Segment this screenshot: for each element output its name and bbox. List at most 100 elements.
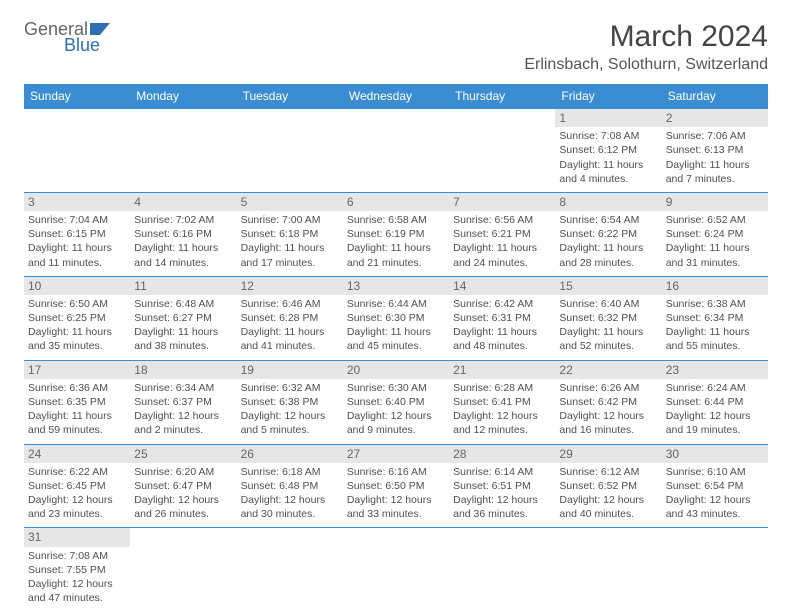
day-number: 12 bbox=[237, 277, 343, 295]
cell-day2: and 28 minutes. bbox=[559, 256, 657, 270]
cell-sunrise: Sunrise: 6:56 AM bbox=[453, 213, 551, 227]
cell-day1: Daylight: 11 hours bbox=[666, 325, 764, 339]
cell-sunrise: Sunrise: 6:10 AM bbox=[666, 465, 764, 479]
calendar-cell: 19Sunrise: 6:32 AMSunset: 6:38 PMDayligh… bbox=[237, 360, 343, 444]
calendar-cell: 21Sunrise: 6:28 AMSunset: 6:41 PMDayligh… bbox=[449, 360, 555, 444]
calendar-cell bbox=[343, 528, 449, 611]
cell-sunset: Sunset: 6:40 PM bbox=[347, 395, 445, 409]
cell-sunrise: Sunrise: 6:14 AM bbox=[453, 465, 551, 479]
cell-sunrise: Sunrise: 6:32 AM bbox=[241, 381, 339, 395]
calendar-cell: 11Sunrise: 6:48 AMSunset: 6:27 PMDayligh… bbox=[130, 276, 236, 360]
cell-sunrise: Sunrise: 6:58 AM bbox=[347, 213, 445, 227]
cell-sunrise: Sunrise: 6:52 AM bbox=[666, 213, 764, 227]
cell-sunset: Sunset: 7:55 PM bbox=[28, 563, 126, 577]
calendar-week-row: 31Sunrise: 7:08 AMSunset: 7:55 PMDayligh… bbox=[24, 528, 768, 611]
calendar-cell bbox=[449, 109, 555, 193]
day-number: 23 bbox=[662, 361, 768, 379]
cell-day1: Daylight: 12 hours bbox=[453, 409, 551, 423]
day-number: 15 bbox=[555, 277, 661, 295]
cell-sunrise: Sunrise: 6:24 AM bbox=[666, 381, 764, 395]
cell-day1: Daylight: 11 hours bbox=[28, 325, 126, 339]
calendar-cell: 13Sunrise: 6:44 AMSunset: 6:30 PMDayligh… bbox=[343, 276, 449, 360]
calendar-cell bbox=[237, 528, 343, 611]
cell-sunset: Sunset: 6:19 PM bbox=[347, 227, 445, 241]
cell-day2: and 14 minutes. bbox=[134, 256, 232, 270]
cell-sunset: Sunset: 6:35 PM bbox=[28, 395, 126, 409]
cell-sunrise: Sunrise: 6:16 AM bbox=[347, 465, 445, 479]
cell-day1: Daylight: 11 hours bbox=[347, 241, 445, 255]
cell-day1: Daylight: 11 hours bbox=[666, 158, 764, 172]
cell-day1: Daylight: 11 hours bbox=[453, 325, 551, 339]
cell-day1: Daylight: 11 hours bbox=[559, 158, 657, 172]
calendar-week-row: 10Sunrise: 6:50 AMSunset: 6:25 PMDayligh… bbox=[24, 276, 768, 360]
cell-day2: and 48 minutes. bbox=[453, 339, 551, 353]
cell-sunrise: Sunrise: 6:12 AM bbox=[559, 465, 657, 479]
calendar-week-row: 24Sunrise: 6:22 AMSunset: 6:45 PMDayligh… bbox=[24, 444, 768, 528]
weekday-header: Wednesday bbox=[343, 84, 449, 109]
cell-sunrise: Sunrise: 6:28 AM bbox=[453, 381, 551, 395]
cell-sunset: Sunset: 6:34 PM bbox=[666, 311, 764, 325]
location-subtitle: Erlinsbach, Solothurn, Switzerland bbox=[524, 56, 768, 74]
calendar-cell bbox=[24, 109, 130, 193]
cell-day1: Daylight: 11 hours bbox=[241, 325, 339, 339]
cell-day1: Daylight: 11 hours bbox=[453, 241, 551, 255]
day-number: 24 bbox=[24, 445, 130, 463]
cell-sunset: Sunset: 6:13 PM bbox=[666, 143, 764, 157]
day-number: 10 bbox=[24, 277, 130, 295]
cell-sunrise: Sunrise: 6:44 AM bbox=[347, 297, 445, 311]
day-number: 3 bbox=[24, 193, 130, 211]
cell-day2: and 38 minutes. bbox=[134, 339, 232, 353]
cell-sunset: Sunset: 6:18 PM bbox=[241, 227, 339, 241]
cell-sunset: Sunset: 6:28 PM bbox=[241, 311, 339, 325]
cell-sunrise: Sunrise: 7:00 AM bbox=[241, 213, 339, 227]
day-number: 16 bbox=[662, 277, 768, 295]
cell-sunrise: Sunrise: 6:38 AM bbox=[666, 297, 764, 311]
cell-day2: and 16 minutes. bbox=[559, 423, 657, 437]
cell-sunset: Sunset: 6:54 PM bbox=[666, 479, 764, 493]
day-number: 18 bbox=[130, 361, 236, 379]
cell-sunrise: Sunrise: 7:08 AM bbox=[28, 549, 126, 563]
cell-day2: and 21 minutes. bbox=[347, 256, 445, 270]
day-number: 6 bbox=[343, 193, 449, 211]
cell-day2: and 33 minutes. bbox=[347, 507, 445, 521]
cell-sunset: Sunset: 6:12 PM bbox=[559, 143, 657, 157]
day-number: 1 bbox=[555, 109, 661, 127]
calendar-cell bbox=[130, 528, 236, 611]
cell-day2: and 43 minutes. bbox=[666, 507, 764, 521]
cell-day2: and 17 minutes. bbox=[241, 256, 339, 270]
cell-sunrise: Sunrise: 6:50 AM bbox=[28, 297, 126, 311]
cell-day1: Daylight: 11 hours bbox=[28, 241, 126, 255]
cell-sunrise: Sunrise: 7:06 AM bbox=[666, 129, 764, 143]
weekday-header: Friday bbox=[555, 84, 661, 109]
day-number: 29 bbox=[555, 445, 661, 463]
cell-day1: Daylight: 12 hours bbox=[347, 493, 445, 507]
calendar-cell: 1Sunrise: 7:08 AMSunset: 6:12 PMDaylight… bbox=[555, 109, 661, 193]
cell-sunset: Sunset: 6:50 PM bbox=[347, 479, 445, 493]
cell-day2: and 23 minutes. bbox=[28, 507, 126, 521]
cell-sunrise: Sunrise: 6:36 AM bbox=[28, 381, 126, 395]
calendar-week-row: 3Sunrise: 7:04 AMSunset: 6:15 PMDaylight… bbox=[24, 192, 768, 276]
cell-sunset: Sunset: 6:44 PM bbox=[666, 395, 764, 409]
day-number: 9 bbox=[662, 193, 768, 211]
calendar-cell: 8Sunrise: 6:54 AMSunset: 6:22 PMDaylight… bbox=[555, 192, 661, 276]
cell-sunrise: Sunrise: 7:04 AM bbox=[28, 213, 126, 227]
day-number: 14 bbox=[449, 277, 555, 295]
calendar-cell: 14Sunrise: 6:42 AMSunset: 6:31 PMDayligh… bbox=[449, 276, 555, 360]
calendar-cell bbox=[449, 528, 555, 611]
cell-day1: Daylight: 11 hours bbox=[134, 325, 232, 339]
day-number: 11 bbox=[130, 277, 236, 295]
calendar-cell: 31Sunrise: 7:08 AMSunset: 7:55 PMDayligh… bbox=[24, 528, 130, 611]
cell-day1: Daylight: 12 hours bbox=[666, 409, 764, 423]
calendar-cell: 25Sunrise: 6:20 AMSunset: 6:47 PMDayligh… bbox=[130, 444, 236, 528]
cell-sunset: Sunset: 6:51 PM bbox=[453, 479, 551, 493]
cell-sunset: Sunset: 6:31 PM bbox=[453, 311, 551, 325]
cell-sunrise: Sunrise: 7:02 AM bbox=[134, 213, 232, 227]
cell-sunset: Sunset: 6:16 PM bbox=[134, 227, 232, 241]
cell-sunset: Sunset: 6:52 PM bbox=[559, 479, 657, 493]
cell-day2: and 59 minutes. bbox=[28, 423, 126, 437]
cell-day2: and 35 minutes. bbox=[28, 339, 126, 353]
cell-sunset: Sunset: 6:21 PM bbox=[453, 227, 551, 241]
cell-day1: Daylight: 11 hours bbox=[347, 325, 445, 339]
cell-day1: Daylight: 12 hours bbox=[666, 493, 764, 507]
logo-text-bottom: Blue bbox=[24, 36, 112, 54]
